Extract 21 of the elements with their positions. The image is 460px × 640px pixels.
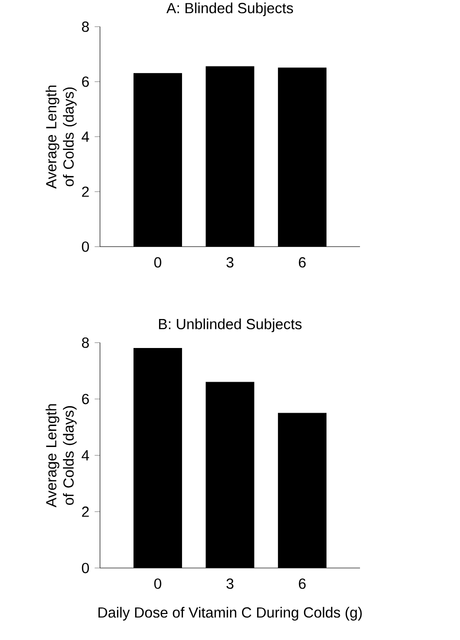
y-tick-label: 6 xyxy=(82,394,89,404)
y-tick-label: 2 xyxy=(82,186,89,197)
y-tick-label: 2 xyxy=(82,506,89,517)
y-tick-label: 8 xyxy=(82,22,89,32)
x-axis-title: Daily Dose of Vitamin C During Colds (g) xyxy=(98,606,362,621)
x-tick-label: 0 xyxy=(154,578,162,589)
x-tick-label: 6 xyxy=(298,578,306,589)
y-tick-label: 4 xyxy=(82,132,90,142)
y-tick-label: 8 xyxy=(82,337,89,348)
y-tick-label: 0 xyxy=(82,562,89,574)
x-tick-label: 6 xyxy=(298,257,306,268)
x-tick-label: 3 xyxy=(226,257,234,268)
y-tick-label: 0 xyxy=(82,241,89,252)
y-tick-label: 6 xyxy=(82,76,89,87)
x-tick-label: 3 xyxy=(226,578,234,589)
y-tick-label: 4 xyxy=(82,450,90,460)
x-tick-label: 0 xyxy=(154,257,162,268)
y-axis-title: Average Length of Colds (days) xyxy=(46,404,77,508)
chart-title: A: Blinded Subjects xyxy=(166,2,294,16)
chart-title: B: Unblinded Subjects xyxy=(159,318,302,332)
y-axis-title: Average Length of Colds (days) xyxy=(46,86,77,189)
